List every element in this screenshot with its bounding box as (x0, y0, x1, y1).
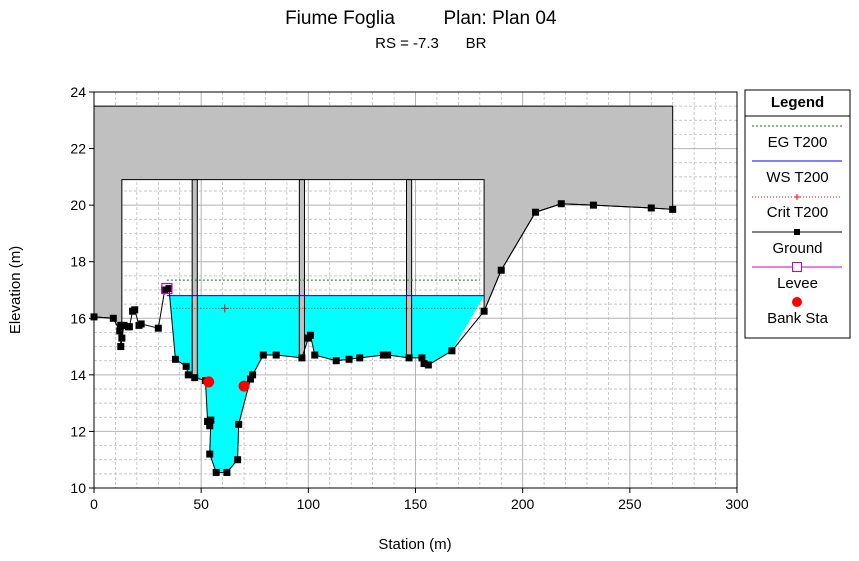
legend-label-ws: WS T200 (766, 169, 828, 186)
ground-point (532, 208, 540, 216)
ground-point (161, 286, 169, 294)
legend-title: Legend (771, 94, 824, 111)
ground-point (384, 351, 392, 359)
legend-marker-levee (792, 262, 802, 272)
bridge-pier (405, 179, 413, 359)
bank-station-marker (203, 376, 215, 388)
ground-point (131, 306, 139, 314)
x-tick-label: 100 (297, 496, 321, 512)
ground-point (154, 324, 162, 332)
x-tick-label: 150 (404, 496, 428, 512)
ground-point (311, 351, 319, 359)
x-tick-label: 200 (511, 496, 535, 512)
ground-point (298, 354, 306, 362)
ground-point (212, 468, 220, 476)
legend-box (744, 89, 851, 339)
legend-label-eg: EG T200 (768, 134, 828, 151)
ground-markers (90, 200, 677, 476)
bridge-pier (298, 179, 305, 359)
legend: Legend EG T200 WS T200 Crit T200 Ground … (744, 89, 851, 339)
water-area (166, 295, 485, 473)
ground-point (137, 320, 145, 328)
ground-point (448, 347, 456, 355)
ground-point (109, 314, 117, 322)
ground-point (118, 334, 126, 342)
ground-point (418, 354, 426, 362)
ground-point (182, 362, 190, 370)
ground-point (589, 201, 597, 209)
legend-marker-crit (794, 194, 800, 200)
levee-marker (161, 282, 173, 295)
ground-point (272, 351, 280, 359)
ground-point (125, 323, 133, 331)
ground-point (234, 456, 242, 464)
ground-point (259, 351, 267, 359)
legend-label-ground: Ground (772, 240, 822, 257)
ground-point (206, 422, 214, 430)
ground-point (379, 351, 387, 359)
x-tick-label: 0 (90, 496, 98, 512)
y-tick-label: 22 (70, 141, 86, 157)
ground-point (235, 420, 243, 428)
y-tick-label: 14 (70, 367, 86, 383)
axis-ticks: 0 50 100 150 200 250 300 10 12 14 16 18 20 22 24 (70, 84, 748, 512)
ground-point (669, 205, 677, 213)
legend-label-bank: Bank Sta (767, 310, 829, 327)
ground-point (647, 204, 655, 212)
bank-station-marker (238, 380, 250, 392)
ground-point (184, 371, 192, 379)
chart-subtitle-type: BR (466, 35, 487, 52)
chart-subtitle-rs: RS = -7.3 (375, 35, 439, 52)
legend-marker-ground (794, 229, 800, 235)
x-tick-label: 250 (618, 496, 642, 512)
y-tick-label: 16 (70, 310, 86, 326)
ground-point (223, 468, 231, 476)
ground-point (249, 371, 257, 379)
y-tick-label: 12 (70, 423, 86, 439)
legend-marker-bank (792, 297, 802, 307)
ground-point (480, 307, 488, 315)
ground-point (306, 331, 314, 339)
crit-marker (220, 304, 229, 313)
ground-point (171, 355, 179, 363)
ground-point (246, 375, 254, 383)
ground-point (356, 354, 364, 362)
bridge-pier (191, 179, 198, 379)
ground-point (332, 357, 340, 365)
ground-point (420, 360, 428, 368)
ground-point (120, 321, 128, 329)
ground-point (117, 343, 125, 351)
ground-point (191, 374, 199, 382)
ground-point (497, 266, 505, 274)
ground-point (207, 416, 215, 424)
chart-title-river: Fiume Foglia (285, 8, 395, 29)
x-tick-label: 300 (725, 496, 749, 512)
y-tick-label: 24 (70, 84, 86, 100)
chart-title-plan: Plan: Plan 04 (443, 8, 556, 29)
water-area-shape (166, 295, 485, 473)
ground-point (165, 285, 173, 293)
y-axis-label: Elevation (m) (7, 246, 24, 334)
legend-label-levee: Levee (777, 275, 818, 292)
y-tick-label: 20 (70, 197, 86, 213)
legend-label-crit: Crit T200 (767, 204, 828, 221)
ground-point (557, 200, 565, 208)
ground-point (424, 361, 432, 369)
ground-point (345, 355, 353, 363)
ground-point (116, 327, 124, 335)
y-tick-label: 18 (70, 254, 86, 270)
y-tick-label: 10 (70, 480, 86, 496)
x-tick-label: 50 (193, 496, 209, 512)
x-axis-label: Station (m) (378, 536, 451, 553)
ground-point (206, 450, 214, 458)
ground-point (405, 354, 413, 362)
